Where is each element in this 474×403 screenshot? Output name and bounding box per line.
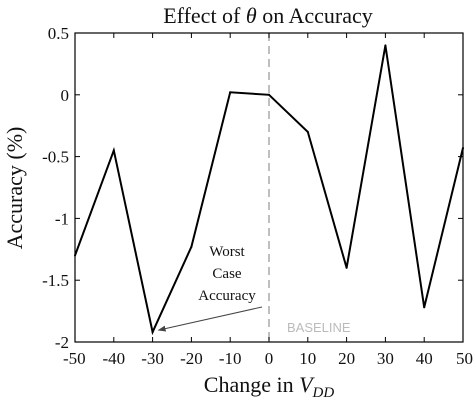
data-point — [423, 306, 426, 309]
chart-title: Effect of θ on Accuracy — [163, 3, 373, 28]
y-tick-label: 0.5 — [48, 24, 69, 43]
y-tick-label: -0.5 — [42, 148, 69, 167]
x-axis-label-var: V — [299, 372, 315, 397]
data-point — [151, 331, 154, 334]
y-tick-label: -2 — [55, 333, 69, 352]
x-tick-label: 20 — [338, 349, 355, 368]
x-tick-label: 50 — [456, 349, 473, 368]
data-point — [112, 149, 115, 152]
x-tick-label: 40 — [416, 349, 433, 368]
title-prefix: Effect of — [163, 3, 246, 28]
y-tick-label: 0 — [61, 86, 70, 105]
x-tick-label: -30 — [141, 349, 164, 368]
annotation-text: Accuracy — [198, 288, 256, 304]
x-tick-label: -40 — [102, 349, 125, 368]
x-axis-label: Change in VDD — [204, 372, 335, 401]
x-tick-label: 30 — [377, 349, 394, 368]
x-axis-label-prefix: Change in — [204, 372, 299, 397]
x-tick-label: -10 — [219, 349, 242, 368]
data-point — [268, 93, 270, 96]
data-point — [190, 245, 193, 248]
data-point — [229, 91, 232, 94]
data-point — [345, 266, 348, 269]
data-point — [384, 44, 387, 47]
data-point — [306, 130, 309, 133]
x-tick-label: -20 — [180, 349, 203, 368]
title-symbol: θ — [246, 3, 257, 28]
x-tick-label: 10 — [299, 349, 316, 368]
plot-area: BASELINE -50 -40 -30 -20 -10 0 10 20 30 40 50 0.5 0 -0… — [42, 24, 473, 368]
annotation-arrow — [157, 306, 263, 332]
annotation-text: Case — [212, 266, 242, 282]
baseline-label: BASELINE — [287, 320, 351, 335]
y-axis-label: Accuracy (%) — [2, 127, 27, 250]
x-tick-label: -50 — [63, 349, 86, 368]
y-tick-label: -1.5 — [42, 271, 69, 290]
axes-frame — [74, 32, 464, 343]
y-tick-label: -1 — [55, 209, 69, 228]
x-tick-label: 0 — [265, 349, 274, 368]
title-suffix: on Accuracy — [257, 3, 373, 28]
x-axis-label-sub: DD — [312, 385, 335, 401]
annotation-text: Worst — [209, 244, 245, 260]
